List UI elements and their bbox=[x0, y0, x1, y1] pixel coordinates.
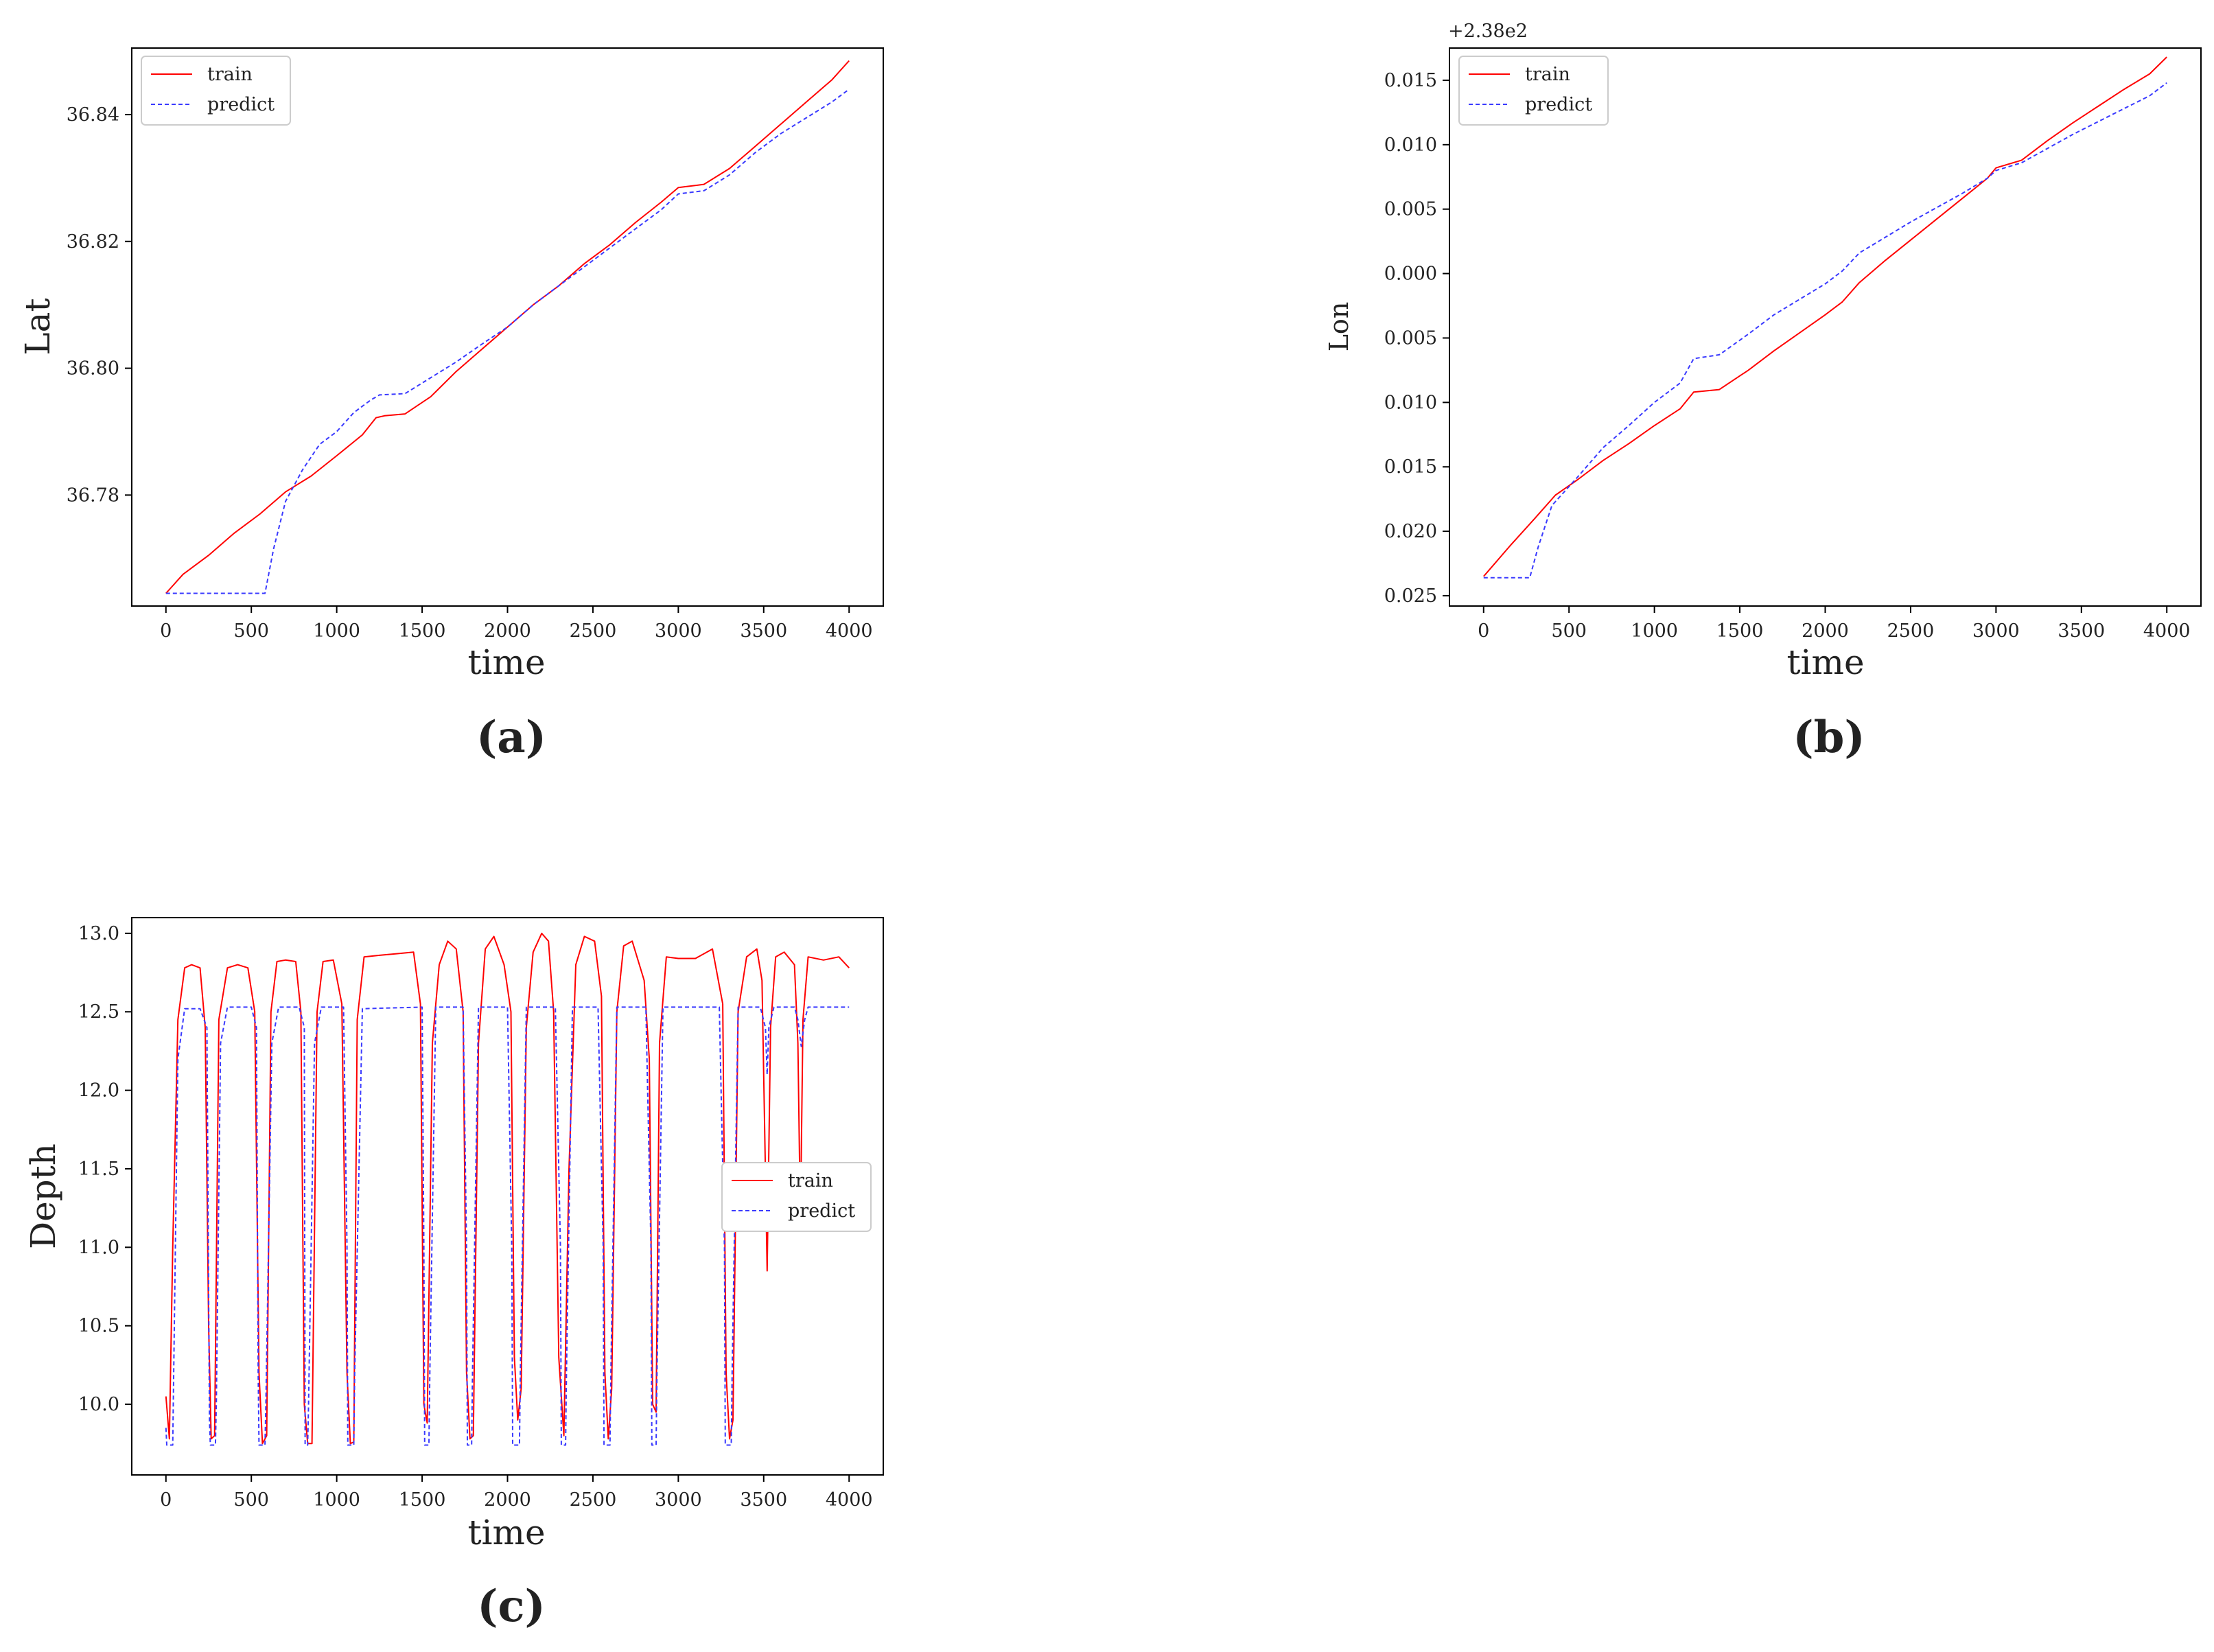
x-axis-title: time bbox=[467, 642, 545, 682]
x-tick-label: 2000 bbox=[484, 620, 531, 642]
y-axis-ticks: 36.78 36.80 36.82 36.84 bbox=[67, 104, 132, 506]
legend-train-label: train bbox=[788, 1170, 833, 1191]
panel-caption: (b) bbox=[1793, 712, 1865, 763]
y-tick-label: 0.005 bbox=[1384, 327, 1437, 349]
x-tick-label: 0 bbox=[160, 1489, 172, 1511]
series-lines bbox=[1483, 56, 2167, 579]
x-tick-label: 3500 bbox=[740, 620, 787, 642]
legend: train predict bbox=[141, 56, 291, 126]
y-tick-label: 10.5 bbox=[78, 1316, 119, 1337]
series-line-predict bbox=[165, 89, 850, 594]
x-axis-ticks: 0 500 1000 1500 2000 2500 3000 3500 4000 bbox=[160, 1475, 873, 1511]
x-axis-ticks: 0 500 1000 1500 2000 2500 3000 3500 4000 bbox=[160, 606, 873, 642]
x-tick-label: 500 bbox=[233, 620, 269, 642]
y-axis-ticks: 10.0 10.5 11.0 11.5 12.0 12.5 13.0 bbox=[78, 923, 132, 1415]
y-tick-label: 12.0 bbox=[78, 1080, 119, 1102]
legend: train predict bbox=[721, 1162, 872, 1232]
x-tick-label: 3000 bbox=[655, 1489, 702, 1511]
y-tick-label: 0.015 bbox=[1384, 70, 1437, 91]
x-axis-ticks: 0 500 1000 1500 2000 2500 3000 3500 4000 bbox=[1478, 606, 2191, 642]
y-axis-ticks: 0.015 0.010 0.005 0.000 0.005 0.010 0.015 0.020… bbox=[1384, 70, 1449, 607]
x-tick-label: 4000 bbox=[826, 620, 873, 642]
panel-c-depth: 0 500 1000 1500 2000 2500 3000 3500 4000 10.010.… bbox=[23, 917, 884, 1632]
series-line-predict bbox=[1483, 82, 2167, 579]
y-tick-label: 13.0 bbox=[78, 923, 119, 944]
x-tick-label: 2000 bbox=[1802, 620, 1849, 642]
series-line-train bbox=[165, 932, 850, 1445]
series-line-train bbox=[165, 60, 850, 594]
panel-caption: (c) bbox=[477, 1581, 546, 1632]
y-tick-label: 36.82 bbox=[67, 231, 119, 253]
legend: train predict bbox=[1458, 56, 1609, 126]
y-tick-label: 0.010 bbox=[1384, 392, 1437, 413]
y-tick-label: 0.005 bbox=[1384, 199, 1437, 220]
y-tick-label: 12.5 bbox=[78, 1001, 119, 1023]
legend-train-label: train bbox=[207, 64, 253, 85]
x-tick-label: 2500 bbox=[1887, 620, 1935, 642]
x-tick-label: 0 bbox=[160, 620, 172, 642]
x-tick-label: 3000 bbox=[1972, 620, 2020, 642]
y-tick-label: 36.84 bbox=[67, 104, 119, 126]
legend-predict-label: predict bbox=[788, 1200, 855, 1222]
panel-caption: (a) bbox=[476, 712, 546, 763]
x-tick-label: 3000 bbox=[655, 620, 702, 642]
y-tick-label: 11.5 bbox=[78, 1159, 119, 1180]
x-tick-label: 1000 bbox=[1631, 620, 1678, 642]
axis-offset-label: +2.38e2 bbox=[1448, 21, 1528, 42]
y-axis-title: Depth bbox=[23, 1143, 63, 1249]
plot-area-frame bbox=[1449, 47, 2202, 607]
series-lines bbox=[165, 932, 850, 1446]
legend-train-label: train bbox=[1525, 64, 1570, 85]
x-tick-label: 2500 bbox=[570, 1489, 617, 1511]
series-line-train bbox=[1483, 56, 2167, 577]
x-tick-label: 2000 bbox=[484, 1489, 531, 1511]
x-tick-label: 1500 bbox=[1716, 620, 1764, 642]
legend-predict-label: predict bbox=[1525, 94, 1592, 115]
x-tick-label: 500 bbox=[233, 1489, 269, 1511]
x-tick-label: 1500 bbox=[399, 1489, 446, 1511]
y-tick-label: 0.020 bbox=[1384, 521, 1437, 542]
x-tick-label: 3500 bbox=[2058, 620, 2105, 642]
series-line-predict bbox=[165, 1006, 850, 1446]
x-tick-label: 4000 bbox=[826, 1489, 873, 1511]
x-tick-label: 3500 bbox=[740, 1489, 787, 1511]
y-tick-label: 10.0 bbox=[78, 1394, 119, 1415]
x-tick-label: 0 bbox=[1478, 620, 1489, 642]
x-tick-label: 2500 bbox=[570, 620, 617, 642]
legend-predict-label: predict bbox=[207, 94, 275, 115]
y-tick-label: 0.025 bbox=[1384, 585, 1437, 607]
y-tick-label: 36.80 bbox=[67, 358, 119, 380]
panel-b-lon: 0 500 1000 1500 2000 2500 3000 3500 4000 0.0150.… bbox=[1324, 21, 2202, 763]
panel-a-lat: 0 500 1000 1500 2000 2500 3000 3500 4000 36.7836… bbox=[18, 47, 884, 763]
x-tick-label: 1000 bbox=[313, 1489, 360, 1511]
y-tick-label: 0.000 bbox=[1384, 264, 1437, 285]
x-tick-label: 500 bbox=[1551, 620, 1587, 642]
x-tick-label: 1000 bbox=[313, 620, 360, 642]
series-lines bbox=[165, 60, 850, 594]
x-tick-label: 1500 bbox=[399, 620, 446, 642]
y-tick-label: 0.015 bbox=[1384, 456, 1437, 478]
y-tick-label: 11.0 bbox=[78, 1237, 119, 1258]
y-axis-title: Lat bbox=[18, 298, 58, 355]
x-axis-title: time bbox=[1786, 642, 1864, 682]
x-tick-label: 4000 bbox=[2143, 620, 2191, 642]
x-axis-title: time bbox=[467, 1513, 545, 1552]
y-tick-label: 36.78 bbox=[67, 485, 119, 506]
y-axis-title: Lon bbox=[1324, 302, 1354, 352]
y-tick-label: 0.010 bbox=[1384, 135, 1437, 156]
